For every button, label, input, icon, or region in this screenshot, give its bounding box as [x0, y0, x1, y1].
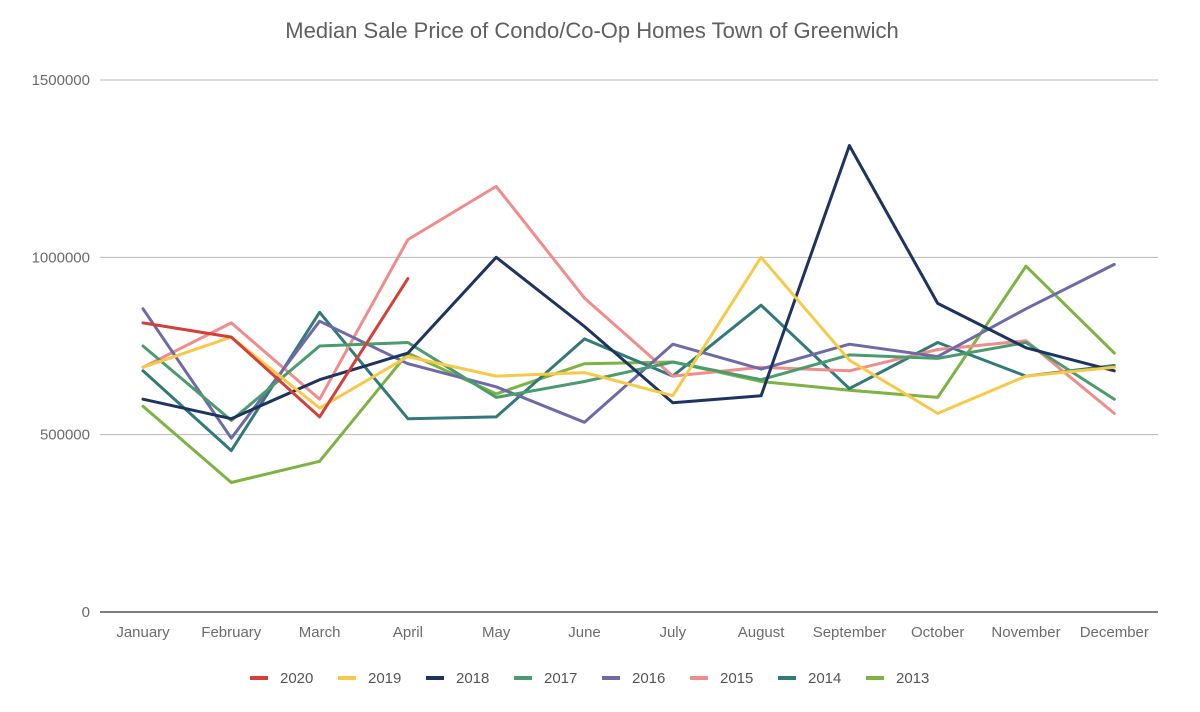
x-tick-label-december: December	[1080, 624, 1149, 641]
x-tick-label-september: September	[813, 624, 886, 641]
x-tick-label-october: October	[911, 624, 964, 641]
y-tick-label-0: 0	[82, 604, 90, 621]
chart-title: Median Sale Price of Condo/Co-Op Homes T…	[285, 18, 898, 43]
legend-label-2018: 2018	[456, 670, 489, 687]
y-tick-label-3: 1500000	[32, 72, 90, 89]
y-tick-label-1: 500000	[40, 427, 90, 444]
series-lines	[141, 144, 1116, 484]
legend-label-2015: 2015	[720, 670, 753, 687]
series-line-2017	[141, 341, 1116, 422]
legend-label-2013: 2013	[896, 670, 929, 687]
legend: 2020 2019 2018 2017 2016 2015 2014 2013	[250, 670, 929, 687]
grid-lines	[100, 79, 1158, 613]
series-line-2019	[141, 255, 1116, 415]
x-tick-label-april: April	[393, 624, 423, 641]
x-tick-label-may: May	[482, 624, 511, 641]
y-tick-label-2: 1000000	[32, 249, 90, 266]
x-axis-ticks: January February March April May June July Augu…	[116, 624, 1149, 641]
x-tick-label-february: February	[201, 624, 262, 641]
x-tick-label-july: July	[659, 624, 686, 641]
series-line-2014	[141, 303, 1116, 453]
legend-label-2016: 2016	[632, 670, 665, 687]
series-line-2020	[141, 277, 410, 419]
series-line-2015	[141, 184, 1116, 415]
x-tick-label-march: March	[299, 624, 341, 641]
legend-label-2017: 2017	[544, 670, 577, 687]
y-axis-ticks: 0 500000 1000000 1500000	[32, 72, 90, 621]
legend-label-2020: 2020	[280, 670, 313, 687]
legend-label-2014: 2014	[808, 670, 841, 687]
series-line-2018	[141, 144, 1116, 421]
x-tick-label-january: January	[116, 624, 170, 641]
x-tick-label-june: June	[568, 624, 601, 641]
x-tick-label-november: November	[991, 624, 1060, 641]
legend-label-2019: 2019	[368, 670, 401, 687]
x-tick-label-august: August	[738, 624, 786, 641]
